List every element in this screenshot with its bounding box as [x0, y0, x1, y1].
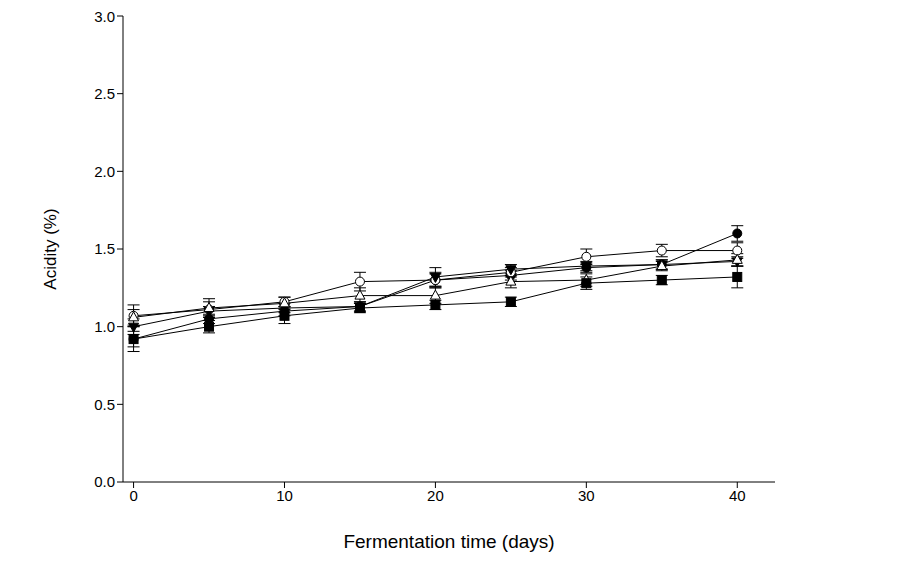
svg-text:2.0: 2.0: [94, 163, 115, 180]
svg-text:0.0: 0.0: [94, 473, 115, 490]
svg-text:0: 0: [129, 487, 137, 504]
svg-text:40: 40: [729, 487, 746, 504]
svg-text:30: 30: [578, 487, 595, 504]
svg-text:0.5: 0.5: [94, 396, 115, 413]
svg-text:20: 20: [427, 487, 444, 504]
svg-text:10: 10: [276, 487, 293, 504]
svg-text:Acidity (%): Acidity (%): [41, 208, 60, 289]
svg-text:1.5: 1.5: [94, 240, 115, 257]
svg-text:Fermentation time (days): Fermentation time (days): [343, 531, 554, 552]
svg-text:3.0: 3.0: [94, 8, 115, 25]
svg-text:2.5: 2.5: [94, 85, 115, 102]
svg-text:1.0: 1.0: [94, 318, 115, 335]
